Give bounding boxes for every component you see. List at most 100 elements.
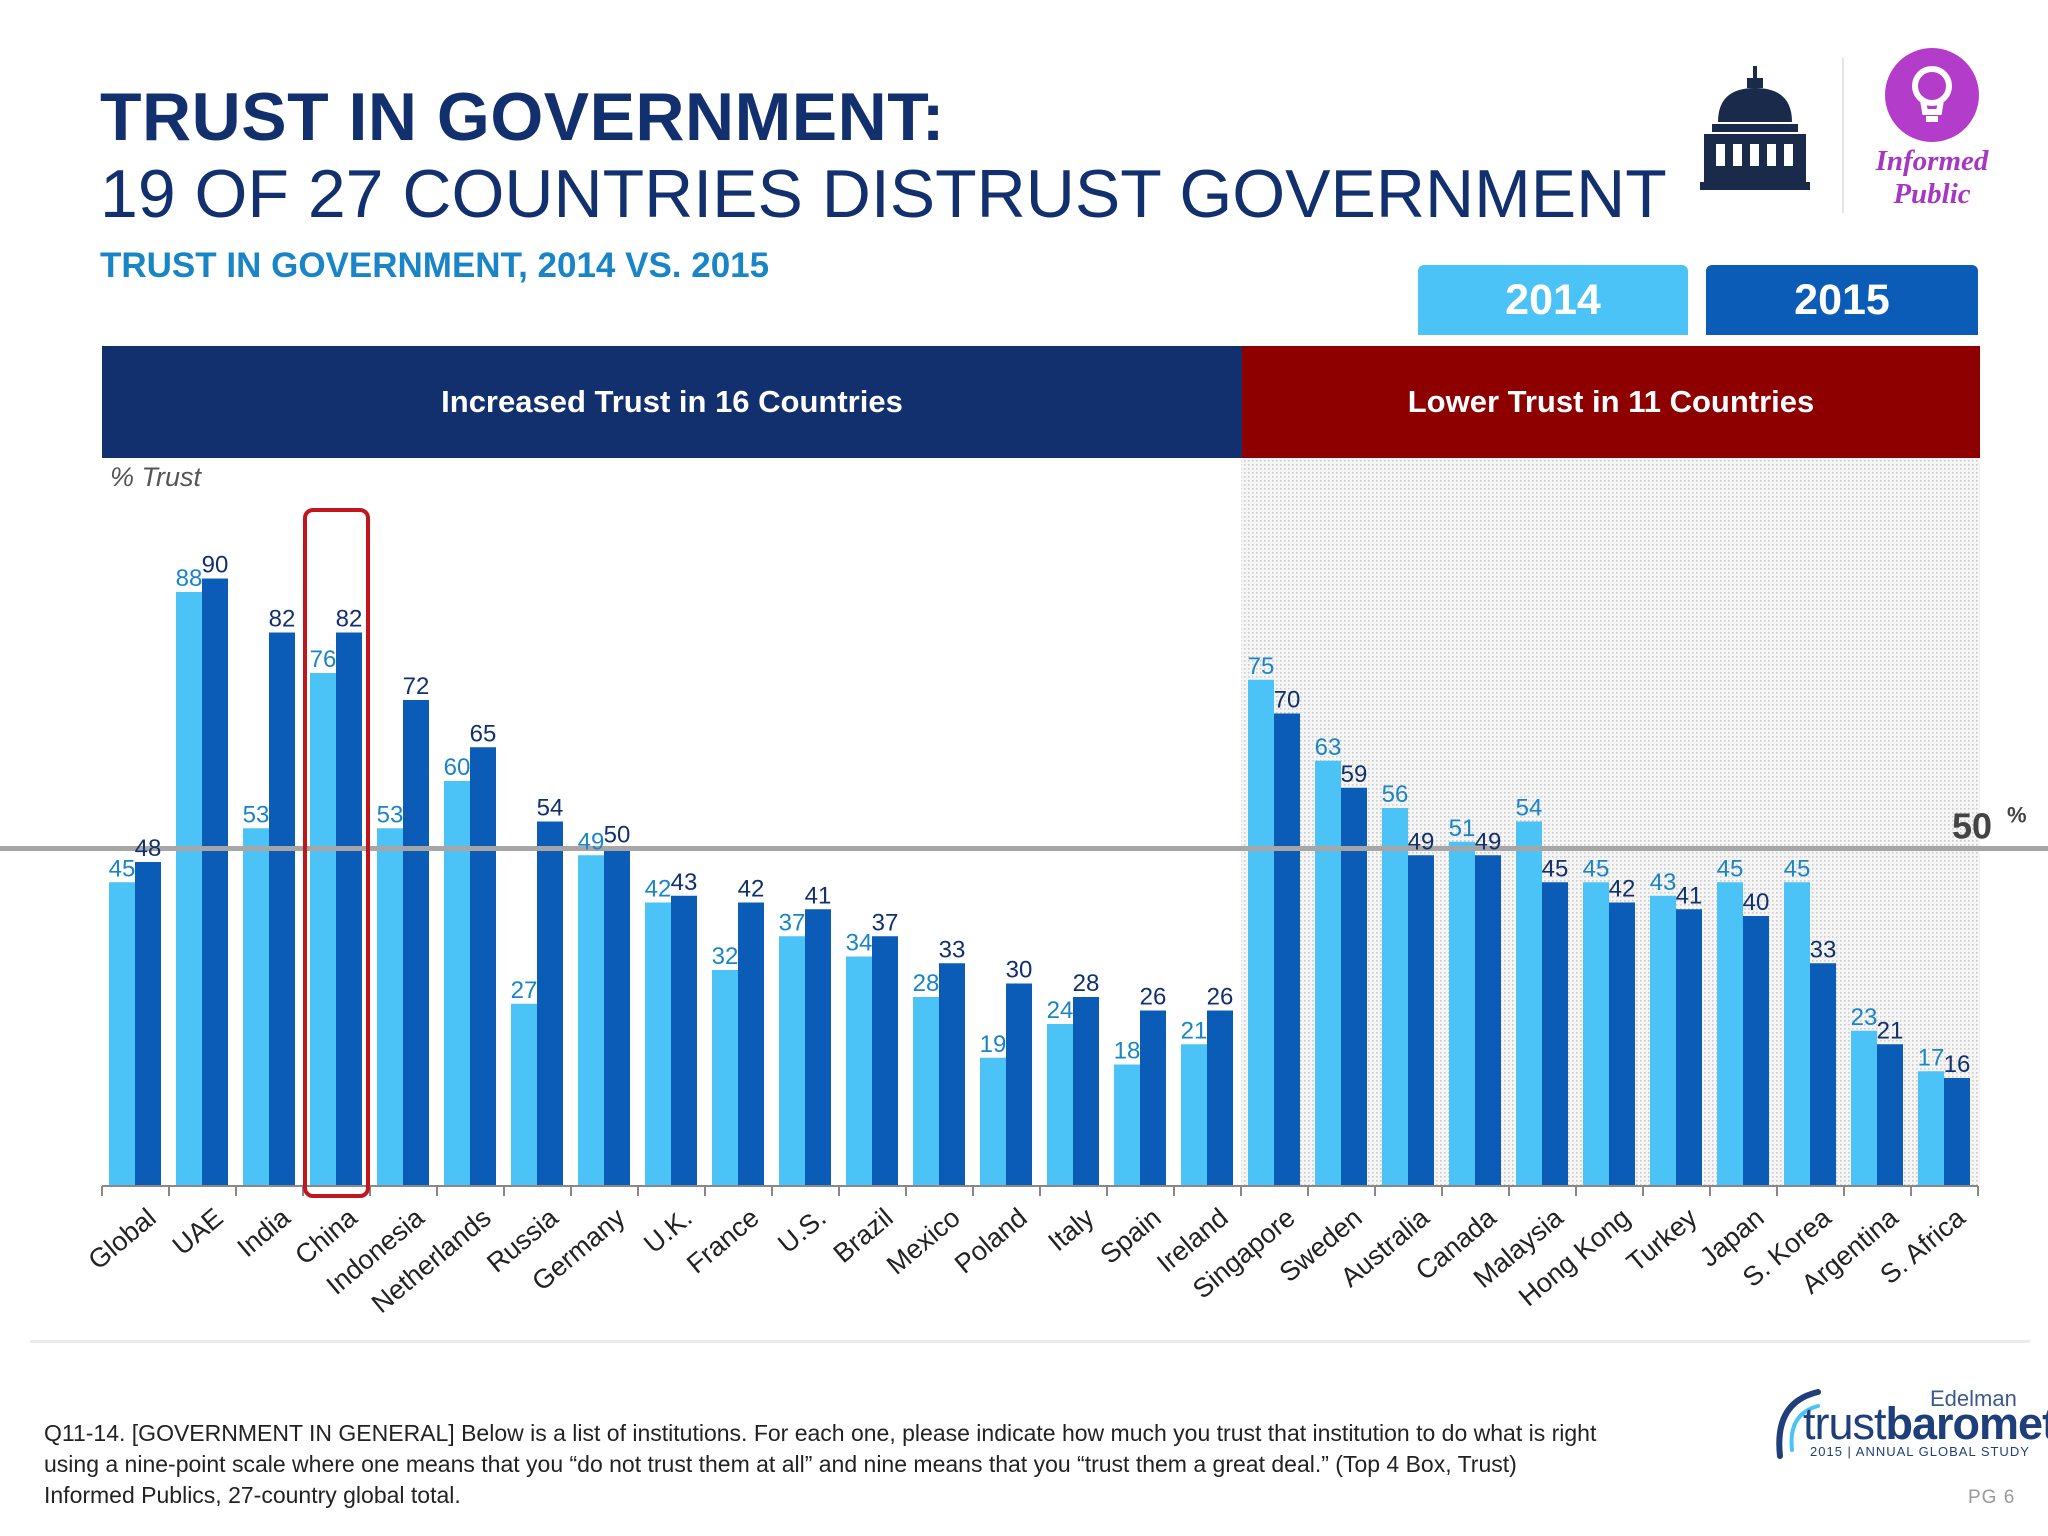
bar-2015 [470, 747, 496, 1186]
data-label-2014: 88 [176, 565, 203, 592]
data-label-2014: 23 [1851, 1004, 1878, 1031]
barometer-swoosh-icon [1776, 1389, 1821, 1459]
bar-2015 [1274, 713, 1300, 1186]
data-label-2015: 42 [1609, 876, 1636, 903]
page-headline: 19 OF 27 COUNTRIES DISTRUST GOVERNMENT [100, 156, 1667, 232]
bar-2014 [377, 828, 403, 1186]
bar-2015 [1006, 983, 1032, 1186]
data-label-2014: 53 [243, 801, 270, 828]
data-label-2014: 53 [377, 801, 404, 828]
page-number: PG 6 [1968, 1487, 2016, 1508]
bar-2014 [1047, 1024, 1073, 1186]
lower-trust-band: Lower Trust in 11 Countries [1242, 346, 1980, 458]
bar-2015 [1140, 1010, 1166, 1186]
data-label-2015: 59 [1341, 761, 1368, 788]
bar-2014 [444, 781, 470, 1186]
data-label-2015: 37 [872, 909, 899, 936]
bar-2014 [578, 855, 604, 1186]
bar-2015 [1475, 855, 1501, 1186]
data-label-2015: 33 [1810, 936, 1837, 963]
category-label: U.S. [772, 1202, 832, 1259]
data-label-2015: 54 [537, 795, 564, 822]
bar-2015 [1676, 909, 1702, 1186]
data-label-2014: 17 [1918, 1044, 1945, 1071]
data-label-2014: 37 [779, 909, 806, 936]
data-label-2014: 19 [980, 1031, 1007, 1058]
trustbarometer-logo: trustbarometer [1803, 1398, 2048, 1450]
data-label-2015: 50 [604, 822, 631, 849]
bar-2014 [1918, 1071, 1944, 1186]
bar-2014 [1717, 882, 1743, 1186]
data-label-2015: 30 [1006, 957, 1033, 984]
barometer-word: barometer [1885, 1398, 2048, 1449]
bar-2014 [712, 970, 738, 1186]
data-label-2015: 16 [1944, 1051, 1971, 1078]
y-axis-label: % Trust [110, 462, 202, 492]
data-label-2014: 45 [1784, 855, 1811, 882]
data-label-2015: 33 [939, 936, 966, 963]
category-label: Global [83, 1202, 162, 1275]
bar-2015 [1341, 787, 1367, 1186]
data-label-2014: 75 [1248, 653, 1275, 680]
bar-2014 [109, 882, 135, 1186]
bar-2015 [202, 578, 228, 1186]
informed-label-line2: Public [1893, 178, 1971, 210]
informed-public-label: Informed Public [1856, 145, 2008, 211]
data-label-2014: 34 [846, 930, 873, 957]
fifty-percent-suffix: % [2007, 803, 2027, 828]
bar-2015 [1609, 902, 1635, 1186]
data-label-2014: 24 [1047, 997, 1074, 1024]
bar-2014 [1114, 1064, 1140, 1186]
bar-2014 [846, 956, 872, 1186]
data-label-2015: 82 [269, 606, 296, 633]
category-label: Poland [949, 1202, 1033, 1279]
bar-2015 [1877, 1044, 1903, 1186]
data-label-2015: 42 [738, 876, 765, 903]
category-label: Italy [1042, 1202, 1100, 1257]
bar-2014 [1315, 760, 1341, 1186]
category-label: India [232, 1202, 297, 1263]
data-label-2015: 41 [1676, 882, 1703, 909]
data-label-2014: 45 [1717, 855, 1744, 882]
category-label: France [681, 1202, 765, 1279]
bar-2015 [1542, 882, 1568, 1186]
data-label-2015: 26 [1207, 984, 1234, 1011]
bar-2015 [738, 902, 764, 1186]
data-label-2014: 49 [578, 828, 605, 855]
bar-2014 [1181, 1044, 1207, 1186]
bar-2014 [1382, 808, 1408, 1186]
data-label-2015: 48 [135, 835, 162, 862]
data-label-2014: 45 [109, 855, 136, 882]
bar-2014 [176, 592, 202, 1186]
chart-subtitle: TRUST IN GOVERNMENT, 2014 VS. 2015 [100, 246, 770, 285]
bar-2014 [1516, 821, 1542, 1186]
bar-2015 [1743, 916, 1769, 1186]
data-label-2014: 51 [1449, 815, 1476, 842]
bar-2014 [779, 936, 805, 1186]
data-label-2014: 60 [444, 754, 471, 781]
bar-2014 [1650, 895, 1676, 1186]
bar-2014 [1583, 882, 1609, 1186]
bar-2014 [1784, 882, 1810, 1186]
bar-2015 [939, 963, 965, 1186]
data-label-2015: 40 [1743, 889, 1770, 916]
data-label-2015: 49 [1408, 828, 1435, 855]
bar-2015 [805, 909, 831, 1186]
category-label: UAE [167, 1202, 229, 1261]
data-label-2014: 63 [1315, 734, 1342, 761]
data-label-2014: 28 [913, 970, 940, 997]
increased-trust-band: Increased Trust in 16 Countries [102, 346, 1242, 458]
logo-tagline: 2015 | ANNUAL GLOBAL STUDY [1810, 1444, 2030, 1459]
bar-2015 [604, 848, 630, 1186]
data-label-2014: 54 [1516, 795, 1543, 822]
bar-2015 [1810, 963, 1836, 1186]
bar-2014 [511, 1003, 537, 1186]
bar-2015 [269, 632, 295, 1186]
category-label: Turkey [1621, 1202, 1703, 1278]
page-title: TRUST IN GOVERNMENT: [100, 79, 945, 155]
data-label-2015: 28 [1073, 970, 1100, 997]
bar-2015 [1408, 855, 1434, 1186]
data-label-2014: 32 [712, 943, 739, 970]
bar-2015 [1944, 1078, 1970, 1186]
